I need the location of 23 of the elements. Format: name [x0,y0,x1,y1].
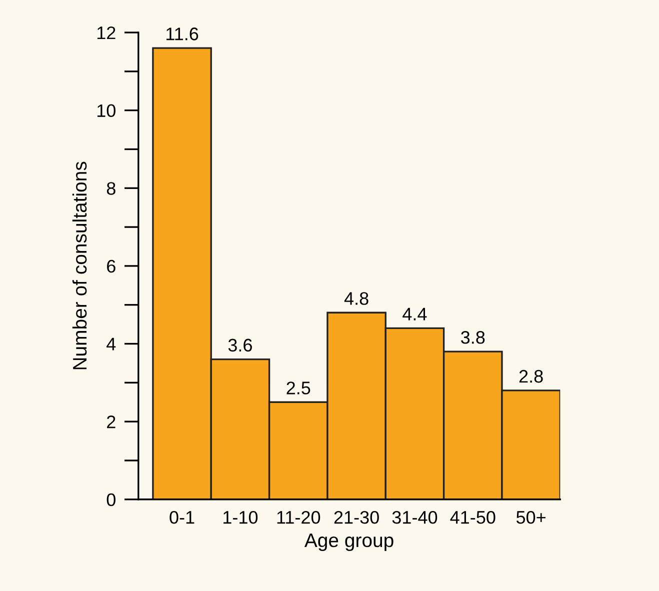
y-tick-label: 10 [97,104,116,118]
x-tick-label: 31-40 [392,510,438,524]
x-tick-label: 1-10 [224,510,258,524]
data-label: 2.8 [519,370,543,383]
y-tick-label: 12 [97,26,116,40]
data-label: 3.6 [228,338,252,352]
y-tick-label: 0 [106,493,116,506]
y-tick-label: 8 [106,182,116,195]
data-label: 4.8 [344,292,368,305]
x-tick-label: 11-20 [277,510,320,524]
x-axis-title: Age group [304,534,394,552]
data-label: 2.5 [286,382,310,394]
x-tick-label: 0-1 [170,510,194,524]
y-tick-label: 6 [107,260,116,273]
y-tick-label: 2 [107,416,116,428]
data-label: 4.4 [402,308,427,320]
x-tick-label: 50+ [516,510,546,524]
data-label: 11.6 [166,28,198,40]
x-tick-label: 21-30 [334,510,379,524]
data-label: 3.8 [461,331,485,344]
x-tick-label: 41-50 [450,510,496,524]
y-tick-label: 4 [106,338,116,350]
y-axis-title: Number of consultations [72,162,87,370]
